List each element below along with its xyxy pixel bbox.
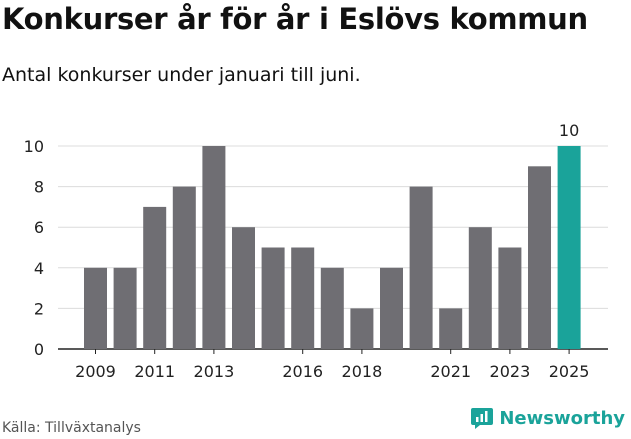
x-tick-label: 2009 <box>75 362 116 381</box>
x-tick-label: 2018 <box>342 362 383 381</box>
x-tick-label: 2021 <box>430 362 471 381</box>
bar <box>498 247 522 349</box>
bar <box>468 227 492 349</box>
bar <box>528 166 551 349</box>
bar <box>84 267 107 349</box>
bar <box>113 267 137 349</box>
bar-chart: 0 2 4 6 8 10 2009 2011 2013 2016 2018 2021 2023 2025… <box>24 121 608 381</box>
y-tick-label: 6 <box>34 218 44 237</box>
y-tick-label: 8 <box>34 178 44 197</box>
bar-highlight <box>557 146 581 349</box>
x-tick-label: 2011 <box>134 362 175 381</box>
bar <box>350 308 374 349</box>
bar <box>232 227 255 349</box>
bar <box>172 186 196 349</box>
x-tick-label: 2023 <box>490 362 531 381</box>
bar <box>320 267 344 349</box>
bar <box>291 247 315 349</box>
x-tick-label: 2016 <box>282 362 323 381</box>
brand-name: Newsworthy <box>499 407 625 429</box>
chart-title: Konkurser år för år i Eslövs kommun <box>2 2 588 36</box>
brand-logo[interactable]: Newsworthy <box>470 406 625 430</box>
bar <box>143 206 167 349</box>
x-tick-label: 2025 <box>549 362 590 381</box>
y-tick-label: 2 <box>34 299 44 318</box>
y-tick-label: 10 <box>24 137 44 156</box>
x-tick-label: 2013 <box>194 362 235 381</box>
data-label-2025: 10 <box>559 121 579 140</box>
source-note: Källa: Tillväxtanalys <box>2 420 141 436</box>
bar <box>439 308 463 349</box>
bar <box>380 267 403 349</box>
y-tick-label: 0 <box>34 340 44 359</box>
x-axis-ticks: 2009 2011 2013 2016 2018 2021 2023 2025 <box>75 349 589 381</box>
y-tick-label: 4 <box>34 259 44 278</box>
bars <box>84 146 581 349</box>
chart-speech-bubble-icon <box>471 408 494 429</box>
bar <box>202 146 226 349</box>
chart-subtitle: Antal konkurser under januari till juni. <box>2 64 361 86</box>
y-axis-ticks: 0 2 4 6 8 10 <box>24 137 44 359</box>
bar <box>409 186 433 349</box>
data-labels: 10 <box>559 121 579 140</box>
bar <box>261 247 285 349</box>
